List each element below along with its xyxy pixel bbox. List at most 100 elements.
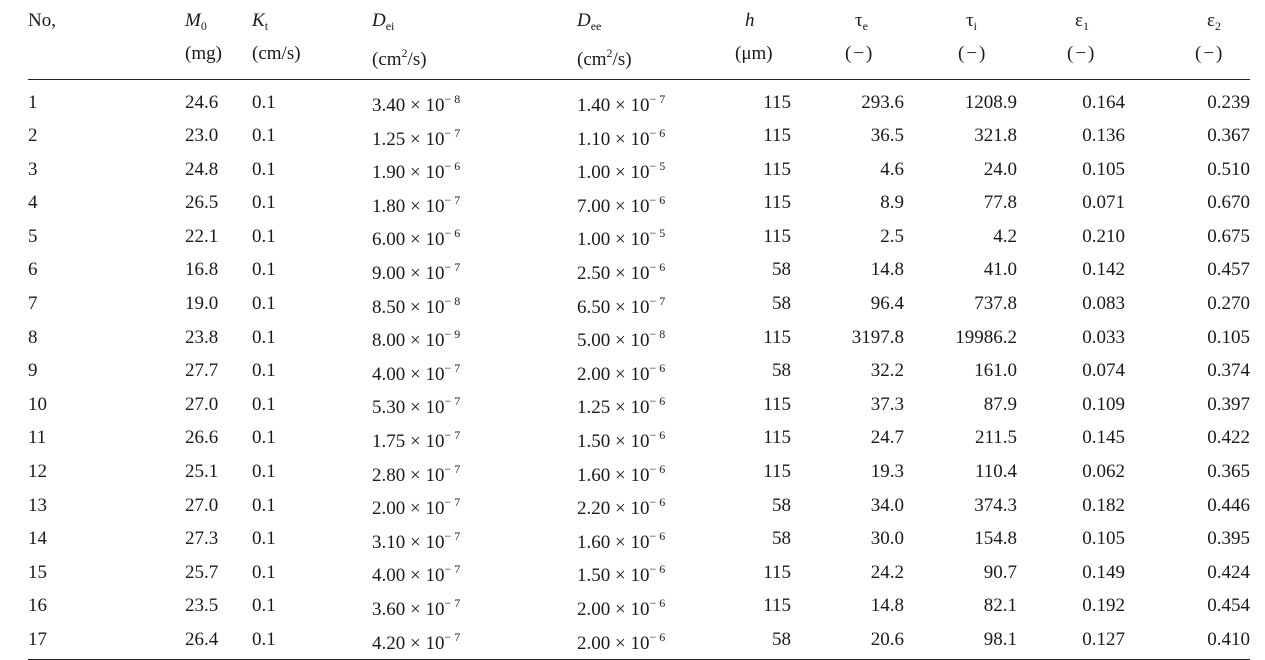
cell-dei: 4.00 × 10− 7 [353, 556, 528, 590]
cell-m0: 22.1 [185, 225, 219, 247]
cell-tau-e: 34.0 [870, 494, 904, 516]
dei-exponent: − 8 [444, 92, 461, 106]
cell-dee: 1.00 × 10− 5 [528, 220, 703, 254]
cell-m0: 23.5 [185, 595, 219, 617]
cell-eps-2: 0.424 [1207, 561, 1250, 583]
cell-kt: 0.1 [252, 561, 276, 583]
table-row: 2 23.0 0.1 1.25 × 10− 7 1.10 × 10− 6 115 36.5 3… [28, 120, 1250, 154]
header-dee-unit: (cm2/s) [528, 40, 703, 80]
cell-dei: 2.00 × 10− 7 [353, 489, 528, 523]
cell-kt: 0.1 [252, 427, 276, 449]
header-dei: Dei [372, 10, 395, 33]
cell-dee: 1.40 × 10− 7 [528, 80, 703, 120]
dee-exponent: − 7 [649, 92, 666, 106]
cell-kt: 0.1 [252, 595, 276, 617]
dee-mantissa: 5.00 × 10 [577, 330, 650, 352]
cell-tau-e: 14.8 [870, 259, 904, 281]
dee-mantissa: 1.60 × 10 [577, 464, 650, 486]
cell-tau-e: 4.6 [880, 158, 904, 180]
cell-eps-1: 0.192 [1082, 595, 1125, 617]
cell-eps-2: 0.422 [1207, 427, 1250, 449]
cell-tau-i: 154.8 [974, 528, 1017, 550]
cell-eps-2: 0.374 [1207, 360, 1250, 382]
cell-no: 14 [28, 528, 47, 550]
header-tau-i: τi [966, 10, 977, 33]
cell-tau-i: 24.0 [983, 158, 1017, 180]
cell-tau-i: 41.0 [983, 259, 1017, 281]
table-row: 6 16.8 0.1 9.00 × 10− 7 2.50 × 10− 6 58 14.8 41… [28, 254, 1250, 288]
header-m0-unit: (mg) [88, 40, 233, 80]
dee-mantissa: 1.40 × 10 [577, 95, 650, 116]
cell-m0: 23.8 [185, 326, 219, 348]
cell-tau-e: 8.9 [880, 192, 904, 214]
header-eps-1-unit: (−) [1029, 40, 1137, 80]
header-h: h [745, 10, 755, 31]
table-row: 10 27.0 0.1 5.30 × 10− 7 1.25 × 10− 6 115 37.3… [28, 388, 1250, 422]
cell-tau-i: 82.1 [983, 595, 1017, 617]
dei-mantissa: 2.00 × 10 [372, 498, 445, 520]
table-row: 7 19.0 0.1 8.50 × 10− 8 6.50 × 10− 7 58 96.4 73… [28, 288, 1250, 322]
cell-dee: 7.00 × 10− 6 [528, 187, 703, 221]
data-table-container: No, M0 Kt Dei Dee h τe τi ε1 ε2 (mg) (cm… [28, 6, 1250, 660]
dei-mantissa: 3.60 × 10 [372, 598, 445, 620]
cell-eps-1: 0.149 [1082, 561, 1125, 583]
dee-mantissa: 2.00 × 10 [577, 632, 650, 654]
dee-exponent: − 6 [649, 125, 666, 140]
dei-mantissa: 5.30 × 10 [372, 397, 445, 419]
cell-tau-e: 24.2 [870, 561, 904, 583]
header-row-units: (mg) (cm/s) (cm2/s) (cm2/s) (μm) (−) (−)… [28, 40, 1250, 80]
dei-mantissa: 4.00 × 10 [372, 565, 445, 587]
cell-h: 115 [763, 595, 791, 617]
cell-h: 115 [763, 561, 791, 583]
cell-dei: 3.60 × 10− 7 [353, 590, 528, 624]
cell-m0: 27.7 [185, 360, 219, 382]
table-row: 16 23.5 0.1 3.60 × 10− 7 2.00 × 10− 6 115 14.8… [28, 590, 1250, 624]
cell-m0: 16.8 [185, 259, 219, 281]
cell-kt: 0.1 [252, 360, 276, 382]
cell-h: 115 [763, 125, 791, 147]
cell-eps-2: 0.454 [1207, 595, 1250, 617]
dei-exponent: − 7 [444, 461, 461, 476]
dei-mantissa: 6.00 × 10 [372, 229, 445, 251]
cell-no: 13 [28, 494, 47, 516]
cell-dee: 2.00 × 10− 6 [528, 590, 703, 624]
dei-exponent: − 7 [444, 427, 461, 442]
cell-eps-1: 0.083 [1082, 293, 1125, 315]
cell-tau-i: 321.8 [974, 125, 1017, 147]
header-dee: Dee [577, 10, 602, 33]
cell-tau-i: 737.8 [974, 293, 1017, 315]
table-row: 8 23.8 0.1 8.00 × 10− 9 5.00 × 10− 8 115 3197.… [28, 321, 1250, 355]
cell-tau-i: 110.4 [974, 461, 1017, 483]
cell-dee: 1.00 × 10− 5 [528, 153, 703, 187]
dee-mantissa: 1.00 × 10 [577, 162, 650, 184]
dee-exponent: − 6 [649, 562, 666, 577]
dei-mantissa: 8.50 × 10 [372, 296, 445, 318]
cell-no: 11 [28, 427, 47, 449]
cell-tau-e: 30.0 [870, 528, 904, 550]
table-row: 11 26.6 0.1 1.75 × 10− 7 1.50 × 10− 6 115 24.7… [28, 422, 1250, 456]
cell-m0: 24.6 [185, 91, 219, 113]
cell-eps-1: 0.210 [1082, 225, 1125, 247]
dee-mantissa: 6.50 × 10 [577, 296, 650, 318]
cell-dei: 4.20 × 10− 7 [353, 623, 528, 660]
table-row: 12 25.1 0.1 2.80 × 10− 7 1.60 × 10− 6 115 19.3… [28, 456, 1250, 490]
cell-h: 115 [763, 427, 791, 449]
cell-eps-1: 0.142 [1082, 259, 1125, 281]
dei-mantissa: 1.90 × 10 [372, 162, 445, 184]
dei-mantissa: 4.00 × 10 [372, 363, 445, 385]
dei-exponent: − 7 [444, 595, 461, 610]
cell-dee: 2.00 × 10− 6 [528, 623, 703, 660]
table-header: No, M0 Kt Dei Dee h τe τi ε1 ε2 (mg) (cm… [28, 6, 1250, 80]
cell-tau-i: 87.9 [983, 393, 1017, 415]
cell-tau-e: 293.6 [861, 91, 904, 113]
cell-dee: 1.60 × 10− 6 [528, 456, 703, 490]
cell-kt: 0.1 [252, 293, 276, 315]
cell-h: 115 [763, 225, 791, 247]
header-m0: M0 [185, 10, 207, 33]
cell-eps-2: 0.239 [1207, 91, 1250, 113]
cell-eps-2: 0.446 [1207, 494, 1250, 516]
cell-no: 5 [28, 225, 38, 247]
cell-m0: 26.4 [88, 623, 233, 660]
cell-no: 7 [28, 293, 38, 315]
cell-no: 6 [28, 259, 38, 281]
